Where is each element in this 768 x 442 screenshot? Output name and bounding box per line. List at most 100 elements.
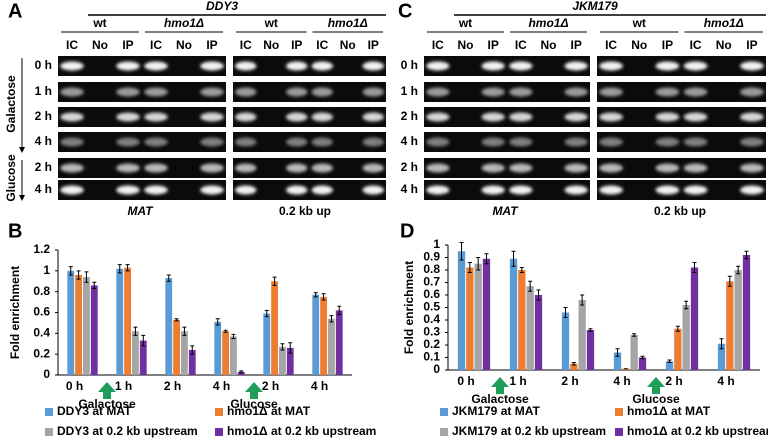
error-bar <box>280 343 285 351</box>
lane-label: No <box>541 38 557 52</box>
bar <box>116 268 124 375</box>
bar <box>165 278 173 375</box>
genotype-label: hmo1Δ <box>528 16 568 30</box>
error-bar <box>68 266 73 276</box>
gel-strip <box>597 158 766 178</box>
y-axis-label: Fold enrichment <box>402 261 416 354</box>
gel-strip <box>233 158 386 178</box>
gel-strip <box>597 180 766 200</box>
lane-label: IP <box>662 38 673 52</box>
gel-band <box>60 163 84 173</box>
legend-swatch <box>45 428 53 436</box>
y-tick-label: 1.2 <box>33 242 50 256</box>
gel-band <box>599 61 623 71</box>
gel-band <box>481 163 505 173</box>
y-tick-label: 0.7 <box>423 275 440 289</box>
gel-strip <box>424 180 590 200</box>
gel-band <box>116 112 140 122</box>
lane-label: IC <box>240 38 252 52</box>
error-bar <box>125 264 130 272</box>
gel-band <box>200 87 224 97</box>
error-bar <box>528 280 533 292</box>
gel-band <box>426 185 450 195</box>
y-tick-label: 0.4 <box>423 312 440 326</box>
legend-label: hmo1Δ at MAT <box>627 404 711 418</box>
y-tick-label: 0.6 <box>423 287 440 301</box>
panel-letter: A <box>8 0 22 22</box>
bar <box>312 294 320 375</box>
legend-label: hmo1Δ at 0.2 kb upstream <box>627 424 768 438</box>
bar <box>230 336 237 375</box>
gel-band <box>362 163 384 173</box>
error-bar <box>92 281 97 290</box>
error-bar <box>288 342 293 354</box>
bar <box>570 363 578 370</box>
group-label: Galactose <box>78 397 136 411</box>
gel-band <box>362 112 384 122</box>
bar <box>474 263 482 370</box>
gel-band <box>116 61 140 71</box>
error-bar <box>117 264 122 274</box>
gel-band <box>740 87 764 97</box>
condition-label: Glucose <box>4 154 18 202</box>
error-bar <box>215 318 220 326</box>
locus-label: MAT <box>127 204 154 218</box>
lane-label: No <box>340 38 356 52</box>
green-arrow <box>647 377 665 394</box>
gel-band <box>200 163 224 173</box>
gel-band <box>362 137 384 147</box>
condition-label: Galactose <box>4 75 18 133</box>
gel-strip <box>424 107 590 127</box>
gel-band <box>60 137 84 147</box>
error-bar <box>484 253 489 265</box>
gel-band <box>564 185 588 195</box>
gel-band <box>655 87 680 97</box>
bar <box>682 305 690 370</box>
gel-band <box>655 61 680 71</box>
lane-label: IC <box>432 38 444 52</box>
gel-strip <box>58 82 226 102</box>
bar <box>482 258 491 370</box>
error-bar <box>632 333 637 337</box>
bar <box>509 258 518 370</box>
gel-band <box>200 137 224 147</box>
legend-label: hmo1Δ at MAT <box>227 404 311 418</box>
x-tick-label: 1 h <box>115 379 132 393</box>
bar <box>90 285 98 375</box>
lane-label: IC <box>515 38 527 52</box>
gel-band <box>286 87 308 97</box>
error-bar <box>190 345 195 355</box>
bar <box>320 296 327 375</box>
gel-strip <box>58 132 226 152</box>
bar <box>222 331 229 375</box>
gel-band <box>655 137 680 147</box>
error-bar <box>667 359 672 363</box>
bar <box>674 328 682 370</box>
gel-band <box>60 185 84 195</box>
time-label: 2 h <box>35 109 52 123</box>
gel-band <box>60 112 84 122</box>
gel-band <box>116 137 140 147</box>
gel-band <box>286 163 308 173</box>
genotype-label: wt <box>632 16 646 30</box>
legend-swatch <box>215 428 223 436</box>
y-tick-label: 1 <box>43 263 50 277</box>
gel-band <box>564 61 588 71</box>
genotype-label: wt <box>264 16 278 30</box>
gel-band <box>683 61 708 71</box>
error-bar <box>313 292 318 298</box>
gel-band <box>235 163 257 173</box>
time-label: 0 h <box>401 58 418 72</box>
lane-label: IC <box>150 38 162 52</box>
y-tick-label: 0.8 <box>423 262 440 276</box>
x-tick-label: 2 h <box>561 374 578 388</box>
gel-band <box>116 87 140 97</box>
time-label: 4 h <box>401 182 418 196</box>
genotype-label: hmo1Δ <box>704 16 744 30</box>
genotype-label: hmo1Δ <box>328 16 368 30</box>
gel-band <box>200 112 224 122</box>
x-tick-label: 2 h <box>665 374 682 388</box>
gel-strip <box>233 82 386 102</box>
gel-band <box>509 163 533 173</box>
